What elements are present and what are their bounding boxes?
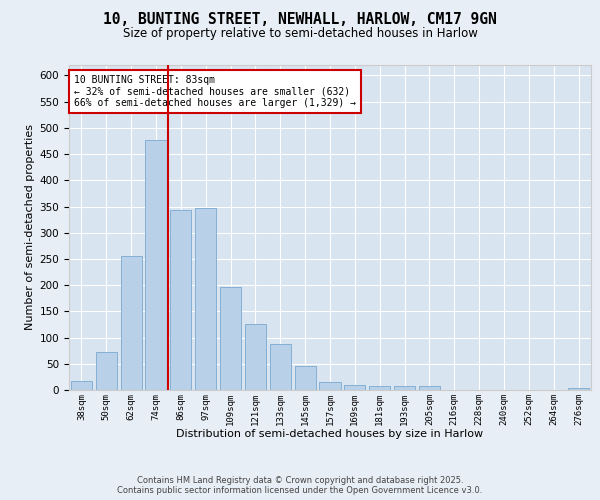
Bar <box>295 366 316 390</box>
Bar <box>121 256 142 390</box>
X-axis label: Distribution of semi-detached houses by size in Harlow: Distribution of semi-detached houses by … <box>176 429 484 439</box>
Text: Size of property relative to semi-detached houses in Harlow: Size of property relative to semi-detach… <box>122 28 478 40</box>
Bar <box>195 208 216 390</box>
Bar <box>394 386 415 390</box>
Text: Contains HM Land Registry data © Crown copyright and database right 2025.
Contai: Contains HM Land Registry data © Crown c… <box>118 476 482 495</box>
Bar <box>220 286 241 390</box>
Bar <box>344 385 365 390</box>
Bar <box>568 388 589 390</box>
Bar <box>419 386 440 390</box>
Bar <box>96 352 117 390</box>
Bar <box>170 210 191 390</box>
Bar <box>145 140 167 390</box>
Text: 10, BUNTING STREET, NEWHALL, HARLOW, CM17 9GN: 10, BUNTING STREET, NEWHALL, HARLOW, CM1… <box>103 12 497 28</box>
Y-axis label: Number of semi-detached properties: Number of semi-detached properties <box>25 124 35 330</box>
Bar <box>270 344 291 390</box>
Bar <box>245 324 266 390</box>
Bar <box>71 381 92 390</box>
Bar <box>319 382 341 390</box>
Bar <box>369 386 390 390</box>
Text: 10 BUNTING STREET: 83sqm
← 32% of semi-detached houses are smaller (632)
66% of : 10 BUNTING STREET: 83sqm ← 32% of semi-d… <box>74 74 356 108</box>
